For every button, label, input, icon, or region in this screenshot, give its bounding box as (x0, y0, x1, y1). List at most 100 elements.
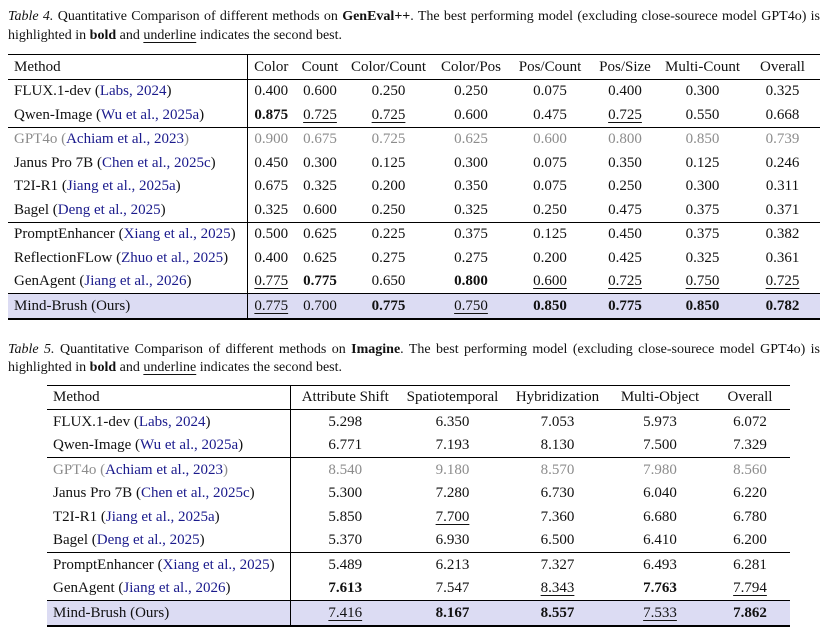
method-name: FLUX.1-dev (53, 413, 131, 430)
metric-cell: 0.350 (590, 151, 660, 175)
metric-value: 0.650 (371, 273, 406, 290)
column-header: Color/Pos (440, 58, 501, 75)
metric-value: 8.343 (540, 580, 575, 597)
method-name: GenAgent (53, 580, 115, 597)
metric-value: 0.775 (371, 297, 406, 314)
metric-value: 6.213 (435, 556, 470, 573)
metric-value: 7.360 (540, 508, 575, 525)
metric-value: 7.547 (435, 580, 470, 597)
highlight-row: Mind-Brush (Ours) 7.416 8.167 8.557 7.533 7.8… (47, 600, 790, 626)
metric-value: 6.493 (643, 556, 677, 573)
method-name: Mind-Brush (Ours) (53, 604, 170, 621)
metric-value: 0.325 (303, 178, 337, 195)
metric-cell: 0.200 (345, 175, 432, 199)
column-header: Color (254, 58, 289, 75)
paren: ) (214, 508, 220, 525)
metric-value: 0.450 (608, 226, 642, 243)
citation-link[interactable]: Xiang et al., 2025 (123, 226, 231, 243)
metric-value: 6.072 (733, 413, 767, 430)
citation-link[interactable]: Labs, 2024 (138, 413, 206, 430)
metric-value: 7.327 (540, 556, 575, 573)
metric-cell: 0.725 (590, 103, 660, 127)
citation-link[interactable]: Deng et al., 2025 (96, 532, 200, 549)
paren: ) (160, 201, 166, 218)
metric-cell: 8.130 (505, 434, 610, 458)
method-name: GenAgent (14, 273, 76, 290)
metric-value: 0.075 (533, 83, 567, 100)
metric-value: 0.350 (454, 178, 488, 195)
metric-cell: 7.360 (505, 505, 610, 529)
metric-value: 0.075 (533, 154, 567, 171)
row-group: GPT4o (Achiam et al., 2023) 8.540 9.180 8.5… (47, 457, 790, 553)
metric-cell: 0.125 (510, 222, 590, 246)
citation-link[interactable]: Labs, 2024 (99, 83, 167, 100)
metric-value: 8.557 (540, 604, 575, 621)
metric-value: 0.725 (765, 273, 800, 290)
method-cell: ReflectionFLow (Zhuo et al., 2025) (8, 246, 248, 270)
citation-link[interactable]: Achiam et al., 2023 (105, 461, 223, 478)
method-cell: Janus Pro 7B (Chen et al., 2025c) (8, 151, 248, 175)
metric-cell: 8.167 (400, 601, 505, 626)
metric-cell: 0.400 (590, 79, 660, 103)
citation-link[interactable]: Wu et al., 2025a (140, 437, 239, 454)
metric-value: 0.900 (254, 131, 289, 148)
metric-value: 0.775 (303, 273, 337, 290)
citation-link[interactable]: Chen et al., 2025c (140, 485, 250, 502)
table-row: PromptEnhancer (Xiang et al., 2025) 5.489… (47, 552, 790, 577)
table-row: T2I-R1 (Jiang et al., 2025a) 0.675 0.325 0.… (8, 174, 820, 199)
citation-link[interactable]: Deng et al., 2025 (57, 201, 161, 218)
metric-cell: 0.450 (247, 151, 295, 175)
metric-cell: 0.668 (745, 103, 820, 127)
method-cell: Qwen-Image (Wu et al., 2025a) (8, 103, 248, 128)
metric-value: 7.980 (643, 461, 677, 478)
metric-cell: 7.329 (710, 434, 790, 458)
caption-segment: and (116, 360, 144, 376)
metric-cell: 8.570 (505, 458, 610, 482)
metric-cell: 0.311 (745, 175, 820, 199)
citation-link[interactable]: Jiang et al., 2026 (84, 273, 187, 290)
metric-value: 0.739 (765, 131, 800, 148)
method-name: T2I-R1 (53, 508, 98, 525)
citation-link[interactable]: Xiang et al., 2025 (162, 556, 270, 573)
metric-cell: 0.300 (660, 175, 745, 199)
metric-cell: 7.862 (710, 601, 790, 626)
metric-value: 8.560 (733, 461, 767, 478)
metric-cell: 0.075 (510, 175, 590, 199)
metric-cell: 0.075 (510, 151, 590, 175)
header-row: Method Attribute Shift Spatiotemporal Hybri… (47, 385, 790, 410)
metric-cell: 0.475 (590, 198, 660, 222)
caption-segment: and (116, 27, 144, 43)
metric-value: 5.300 (328, 485, 363, 502)
metric-value: 0.675 (254, 178, 289, 195)
metric-value: 0.250 (371, 83, 406, 100)
citation-link[interactable]: Wu et al., 2025a (101, 106, 200, 123)
table-row: PromptEnhancer (Xiang et al., 2025) 0.500… (8, 222, 820, 247)
metric-value: 0.475 (608, 201, 642, 218)
metric-cell: 0.250 (590, 175, 660, 199)
paren: ( (96, 461, 106, 478)
method-name: PromptEnhancer (53, 556, 154, 573)
citation-link[interactable]: Zhuo et al., 2025 (121, 249, 224, 266)
citation-link[interactable]: Chen et al., 2025c (101, 154, 211, 171)
table4-caption: Table 4. Quantitative Comparison of diff… (8, 8, 820, 45)
metric-cell: 6.040 (610, 482, 710, 506)
citation-link[interactable]: Achiam et al., 2023 (66, 131, 184, 148)
metric-value: 0.725 (371, 106, 406, 123)
metric-cell: 0.350 (432, 175, 510, 199)
metric-cell: 0.371 (745, 198, 820, 222)
metric-cell: 6.730 (505, 482, 610, 506)
metric-cell: 5.298 (290, 410, 400, 434)
paren: ) (183, 131, 189, 148)
metric-value: 6.730 (540, 485, 575, 502)
metric-value: 6.410 (643, 532, 677, 549)
citation-link[interactable]: Jiang et al., 2026 (123, 580, 226, 597)
metric-value: 0.775 (254, 297, 289, 314)
metric-value: 8.130 (540, 437, 575, 454)
column-header: Spatiotemporal (406, 389, 499, 406)
metric-cell: 0.250 (510, 198, 590, 222)
citation-link[interactable]: Jiang et al., 2025a (66, 178, 176, 195)
caption-segment: Table 4. (8, 9, 54, 24)
metric-cell: 6.410 (610, 529, 710, 553)
metric-value: 7.053 (540, 413, 575, 430)
citation-link[interactable]: Jiang et al., 2025a (105, 508, 215, 525)
